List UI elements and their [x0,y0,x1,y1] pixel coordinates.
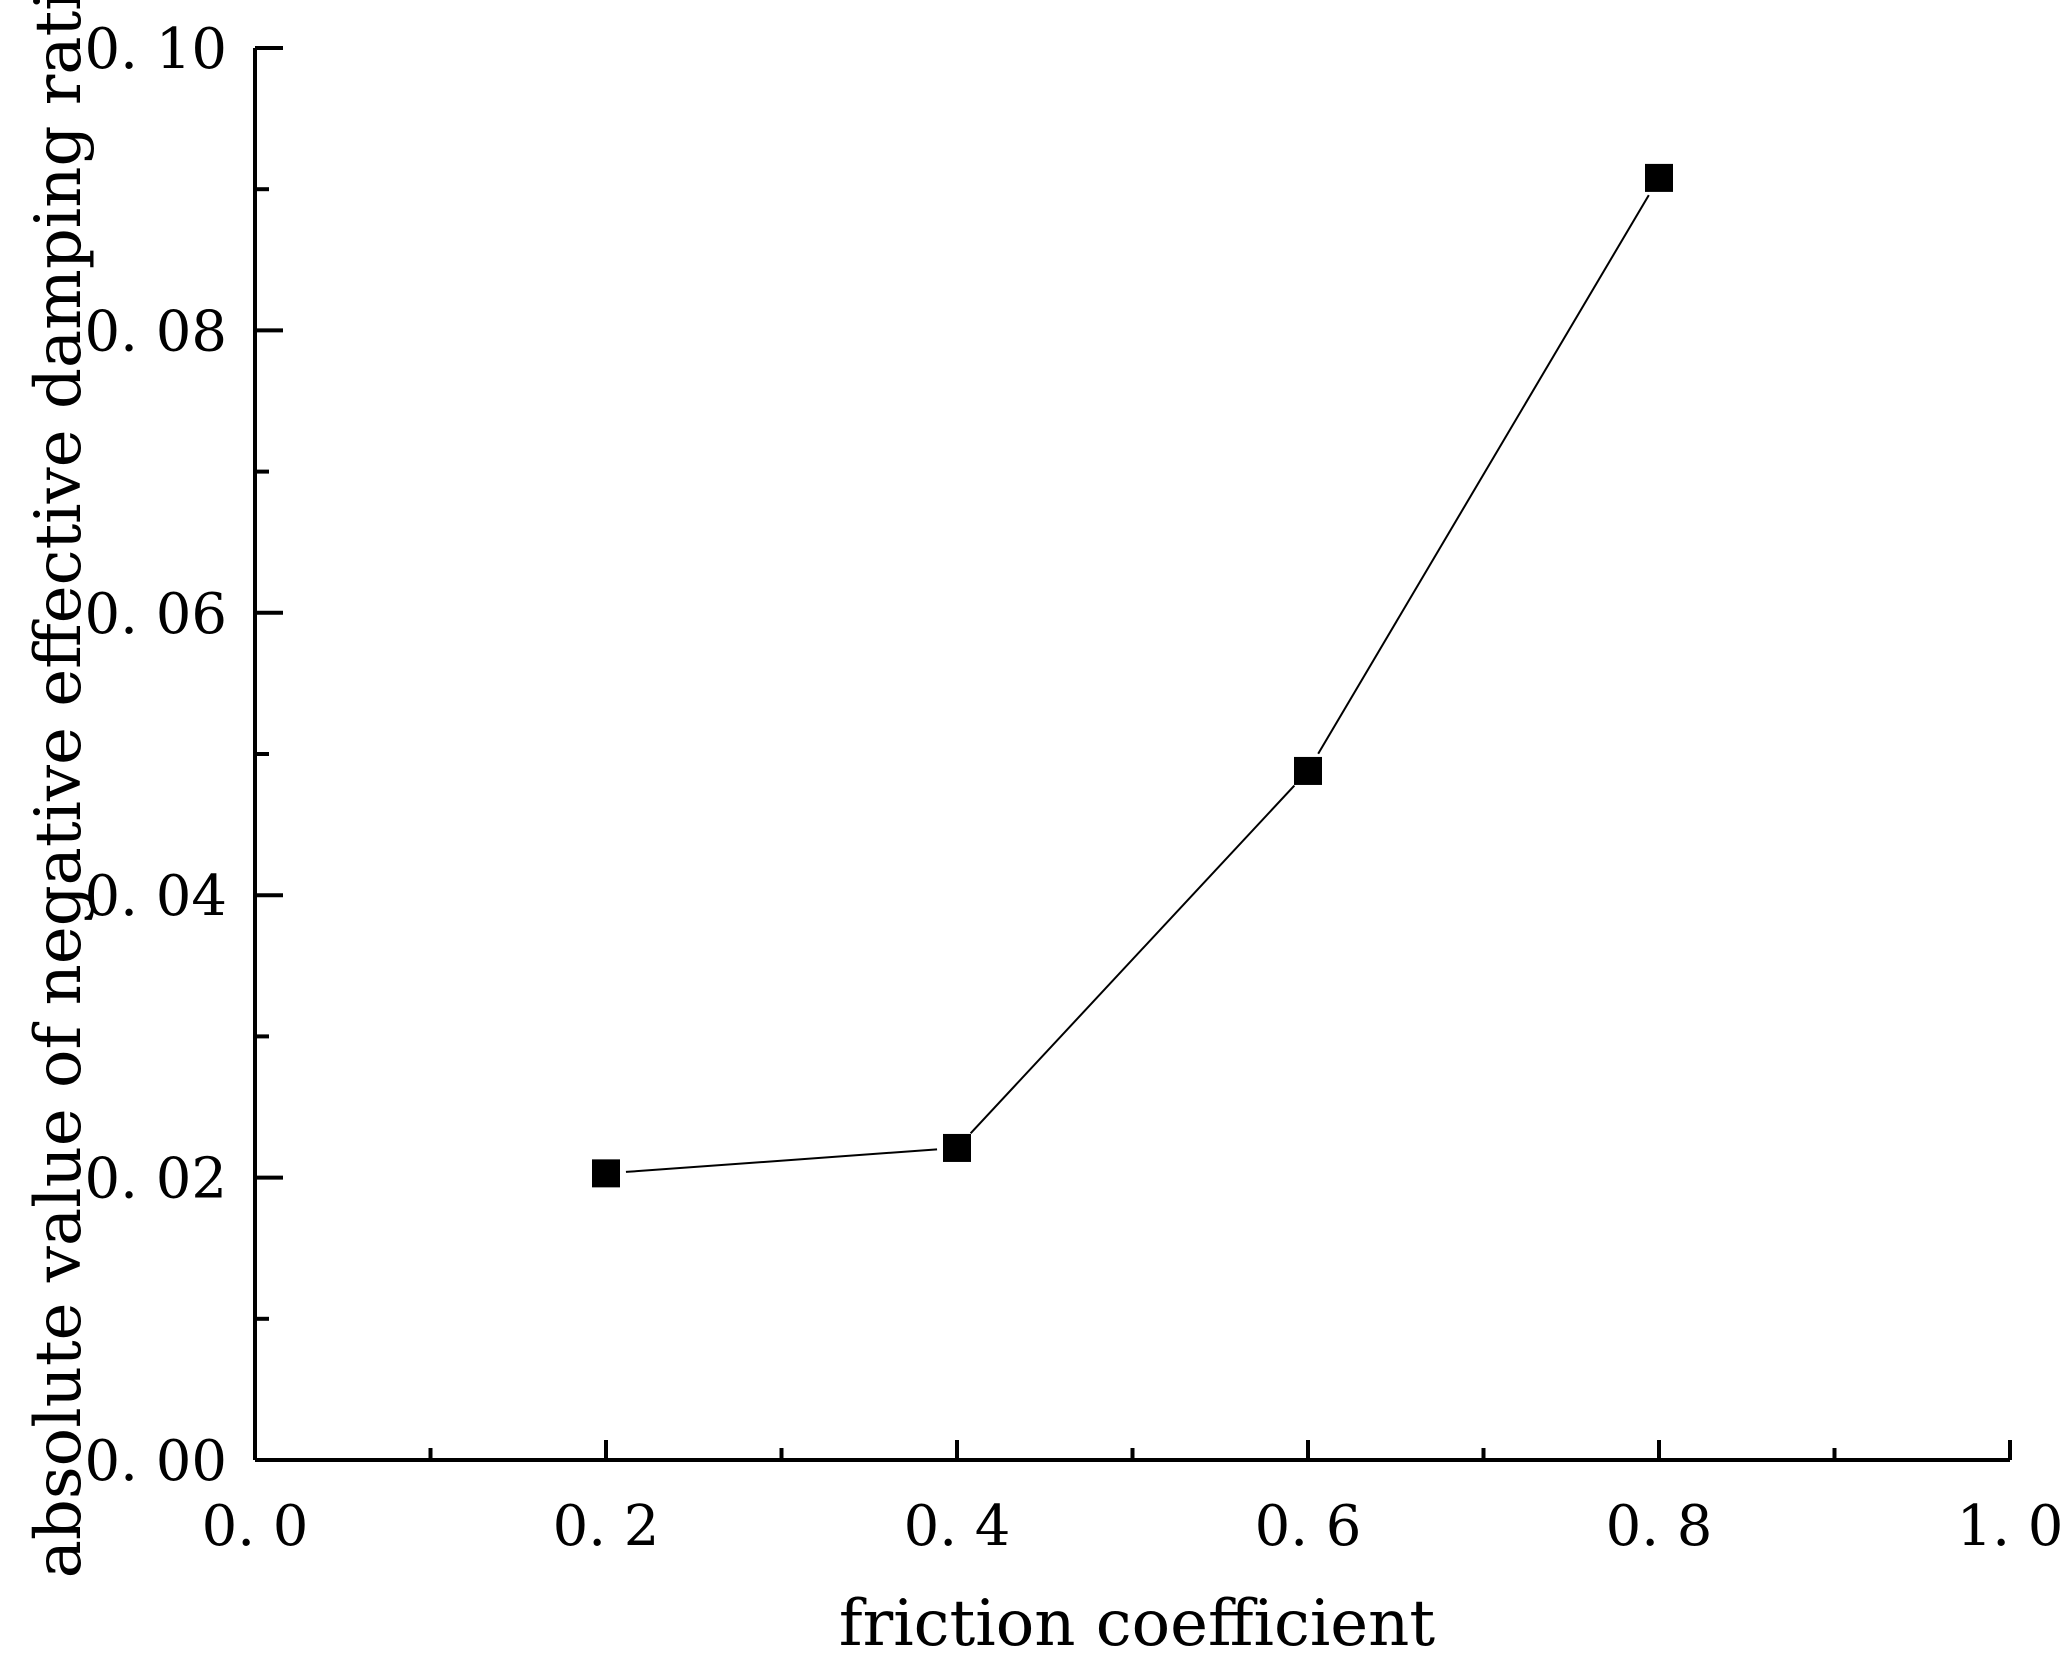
axes: 0. 0 0. 2 0. 4 0. 6 0. 8 1. 0 0. 00 0. 02 0. 04 0… [85,17,2064,1559]
data-point-marker [943,1133,971,1162]
x-tick-label: 0. 6 [1255,1494,1362,1559]
x-axis-title: friction coefficient [839,1587,1435,1658]
y-tick-label: 0. 08 [85,299,228,364]
y-tick-label: 0. 04 [85,864,228,929]
x-tick-label: 1. 0 [1957,1494,2064,1559]
y-axis-title: absolute value of negative effective dam… [22,0,96,1578]
series-line-segment [625,1148,938,1173]
y-tick-label: 0. 10 [85,17,228,82]
y-tick-label: 0. 02 [85,1147,228,1212]
x-tick-label: 0. 0 [202,1494,309,1559]
data-point-marker [592,1159,620,1188]
y-tick-label: 0. 00 [85,1429,228,1494]
x-tick-label: 0. 4 [904,1494,1011,1559]
y-tick-label: 0. 06 [85,582,228,647]
series-line-segment [1317,194,1650,755]
data-point-marker [1294,756,1322,785]
x-tick-label: 0. 8 [1606,1494,1713,1559]
series-layer [592,163,1673,1188]
series-line-segment [969,784,1296,1134]
data-point-marker [1645,163,1673,192]
x-tick-label: 0. 2 [553,1494,660,1559]
